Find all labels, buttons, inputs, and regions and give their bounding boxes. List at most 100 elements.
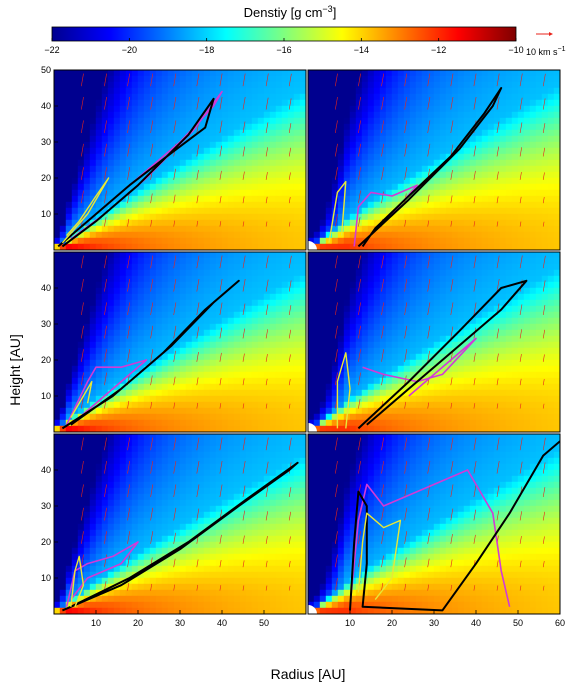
density-cell <box>433 263 441 271</box>
density-cell <box>409 335 417 343</box>
density-cell <box>367 87 375 95</box>
density-cell <box>239 201 247 209</box>
density-cell <box>263 237 271 245</box>
density-cell <box>373 207 381 215</box>
density-cell <box>511 135 519 143</box>
density-cell <box>325 75 333 83</box>
density-cell <box>343 213 351 221</box>
density-cell <box>457 141 465 149</box>
density-cell <box>149 317 157 325</box>
density-cell <box>433 347 441 355</box>
density-cell <box>221 207 229 215</box>
density-cell <box>308 281 315 289</box>
density-cell <box>107 105 115 113</box>
density-cell <box>373 111 381 119</box>
density-cell <box>451 335 459 343</box>
density-cell <box>325 299 333 307</box>
density-cell <box>215 189 223 197</box>
density-cell <box>529 359 537 367</box>
density-cell <box>281 183 289 191</box>
density-cell <box>391 165 399 173</box>
density-cell <box>113 105 121 113</box>
density-cell <box>173 219 181 227</box>
density-cell <box>251 299 259 307</box>
density-cell <box>251 237 259 245</box>
density-cell <box>385 293 393 301</box>
velocity-arrow <box>242 353 245 362</box>
density-cell <box>137 311 145 319</box>
density-cell <box>547 141 555 149</box>
y-tick-label: 20 <box>41 355 51 365</box>
density-cell <box>137 75 145 83</box>
density-cell <box>197 413 205 421</box>
density-cell <box>251 75 259 83</box>
density-cell <box>119 407 127 415</box>
density-cell <box>113 365 121 373</box>
density-cell <box>131 329 139 337</box>
density-cell <box>313 317 321 325</box>
density-cell <box>173 189 181 197</box>
density-cell <box>373 269 381 277</box>
density-cell <box>221 335 229 343</box>
density-cell <box>553 329 560 337</box>
density-cell <box>475 141 483 149</box>
density-cell <box>523 359 531 367</box>
density-cell <box>233 117 241 125</box>
velocity-arrow <box>404 73 408 87</box>
density-cell <box>275 365 283 373</box>
density-cell <box>343 281 351 289</box>
density-cell <box>349 377 357 385</box>
density-cell <box>511 377 519 385</box>
density-cell <box>373 87 381 95</box>
density-cell <box>361 105 369 113</box>
density-cell <box>59 123 67 131</box>
density-cell <box>113 329 121 337</box>
density-cell <box>167 243 175 250</box>
density-cell <box>119 275 127 283</box>
density-cell <box>185 153 193 161</box>
density-cell <box>221 401 229 409</box>
density-cell <box>287 269 295 277</box>
density-cell <box>287 317 295 325</box>
density-cell <box>155 177 163 185</box>
density-cell <box>409 237 417 245</box>
density-cell <box>65 117 73 125</box>
density-cell <box>421 263 429 271</box>
density-cell <box>343 371 351 379</box>
density-cell <box>257 129 265 137</box>
density-cell <box>257 105 265 113</box>
density-cell <box>77 177 85 185</box>
density-cell <box>83 377 91 385</box>
density-cell <box>287 359 295 367</box>
density-cell <box>167 401 175 409</box>
density-cell <box>409 117 417 125</box>
density-cell <box>529 135 537 143</box>
density-cell <box>185 243 193 250</box>
density-cell <box>161 231 169 239</box>
density-cell <box>131 287 139 295</box>
density-cell <box>487 353 495 361</box>
density-cell <box>209 419 217 427</box>
density-cell <box>173 413 181 421</box>
density-cell <box>215 141 223 149</box>
density-cell <box>337 93 345 101</box>
density-cell <box>155 311 163 319</box>
density-cell <box>293 317 301 325</box>
density-cell <box>331 353 339 361</box>
density-cell <box>499 177 507 185</box>
density-cell <box>215 281 223 289</box>
density-cell <box>299 407 306 415</box>
density-cell <box>89 425 97 432</box>
density-cell <box>463 243 471 250</box>
density-cell <box>185 237 193 245</box>
density-cell <box>421 219 429 227</box>
density-cell <box>215 135 223 143</box>
density-cell <box>475 257 483 265</box>
density-cell <box>89 252 97 259</box>
density-cell <box>191 183 199 191</box>
density-cell <box>325 243 333 250</box>
density-cell <box>245 93 253 101</box>
density-cell <box>209 389 217 397</box>
density-cell <box>77 317 85 325</box>
density-cell <box>505 365 513 373</box>
